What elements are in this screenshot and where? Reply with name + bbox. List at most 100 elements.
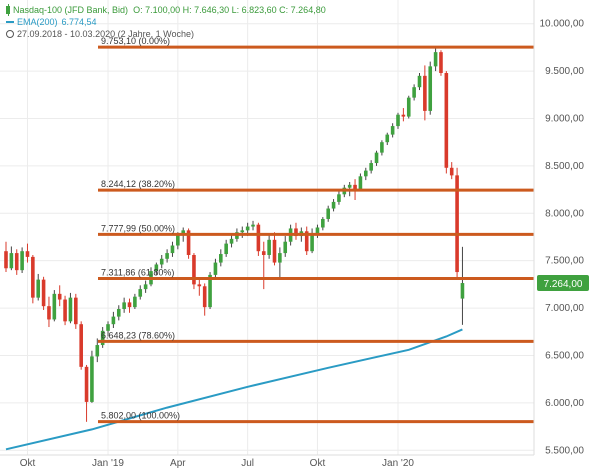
ema-line — [5, 328, 463, 451]
last-price-label: 7.264,00 — [544, 279, 583, 290]
grid — [0, 0, 534, 455]
candle-body — [374, 152, 379, 164]
candle-body — [229, 238, 234, 244]
y-tick-label: 10.000,00 — [540, 19, 585, 30]
candle-body — [278, 253, 282, 263]
last-price-tag — [537, 275, 589, 292]
candle-body — [294, 228, 298, 237]
y-tick-label: 5.500,00 — [545, 445, 584, 456]
ema-value: 6.774,54 — [61, 17, 97, 27]
candle-body — [47, 306, 51, 320]
candle-body — [315, 227, 320, 234]
candle-body — [165, 253, 169, 259]
candle-body — [406, 97, 411, 117]
candle-body — [449, 167, 454, 176]
chart-legend: Nasdaq-100 (JFD Bank, Bid) O: 7.100,00 H… — [6, 4, 326, 40]
candle-body — [133, 296, 137, 308]
candle-body — [79, 324, 83, 367]
candle-body — [261, 251, 266, 255]
candle-body — [170, 245, 175, 254]
candle-body — [186, 230, 191, 255]
x-tick-label: Okt — [20, 458, 36, 469]
fib-level-label: 6.648,23 (78.60%) — [101, 330, 175, 340]
instrument-name: Nasdaq-100 (JFD Bank, Bid) — [13, 5, 129, 15]
candle-body — [439, 52, 443, 73]
candle-body — [31, 256, 35, 298]
candle-body — [455, 175, 459, 273]
candle-body — [68, 297, 73, 322]
candle-body — [143, 284, 148, 290]
fib-level-label: 7.311,86 (61.80%) — [101, 268, 174, 278]
candle-body — [14, 253, 19, 271]
fib-level-label: 7.777,99 (50.00%) — [101, 223, 175, 233]
x-tick-label: Jan '20 — [382, 458, 414, 469]
clock-icon — [6, 30, 14, 38]
candle-body — [20, 251, 24, 271]
candle-body — [63, 299, 67, 322]
candle-body — [192, 254, 196, 285]
candle-body — [74, 297, 78, 325]
candle-body — [428, 66, 433, 111]
x-tick-label: Jul — [241, 458, 254, 469]
legend-ema-row: EMA(200) 6.774,54 — [6, 16, 326, 28]
candle-body — [363, 170, 368, 177]
candle-body — [245, 226, 250, 231]
candle-body — [41, 279, 46, 307]
candle-body — [272, 239, 277, 263]
candle-body — [106, 324, 110, 331]
candle-body — [396, 114, 400, 127]
candle-body — [353, 184, 357, 190]
x-tick-label: Okt — [310, 458, 326, 469]
candle-body — [433, 52, 438, 67]
candle-body — [423, 75, 427, 111]
candlestick-icon — [6, 4, 10, 16]
candle-body — [283, 241, 288, 254]
candle-body — [267, 239, 271, 255]
candle-body — [331, 201, 336, 209]
candle-body — [100, 330, 105, 346]
candle-body — [213, 262, 218, 275]
candle-body — [326, 208, 330, 219]
candle-body — [251, 224, 255, 227]
candle-body — [380, 142, 384, 153]
candle-body — [321, 218, 325, 228]
y-tick-label: 7.000,00 — [545, 303, 584, 314]
candle-body — [52, 293, 57, 320]
candle-body — [111, 316, 116, 325]
candle-body — [9, 253, 14, 269]
legend-instrument-row: Nasdaq-100 (JFD Bank, Bid) O: 7.100,00 H… — [6, 4, 326, 16]
candle-body — [385, 134, 390, 143]
y-tick-label: 6.000,00 — [545, 398, 584, 409]
fib-level-label: 8.244,12 (38.20%) — [101, 179, 175, 189]
candle-body — [460, 283, 465, 299]
y-tick-label: 7.500,00 — [545, 256, 584, 267]
ema-series — [5, 328, 463, 451]
period-text: 27.09.2018 - 10.03.2020 (2 Jahre, 1 Woch… — [17, 29, 194, 39]
candle-body — [337, 194, 341, 202]
candle-body — [138, 289, 143, 297]
candle-body — [202, 286, 207, 308]
candle-body — [412, 87, 416, 98]
y-tick-label: 6.500,00 — [545, 350, 584, 361]
ema-line-icon — [6, 21, 14, 23]
candle-body — [25, 251, 30, 257]
candle-body — [358, 176, 363, 190]
candle-body — [159, 258, 164, 265]
candle-body — [181, 230, 186, 236]
candle-body — [176, 235, 180, 246]
x-tick-label: Jan '19 — [92, 458, 124, 469]
candle-body — [417, 75, 422, 88]
fibonacci-levels: 9.753,10 (0.00%) 8.244,12 (38.20%) 7.777,9… — [98, 36, 534, 424]
candle-body — [57, 293, 62, 300]
candle-body — [240, 230, 245, 233]
candle-body — [401, 114, 406, 117]
candle-body — [256, 224, 261, 252]
fib-level-label: 5.802,00 (100.00%) — [101, 411, 180, 421]
y-tick-label: 9.500,00 — [545, 66, 584, 77]
candle-body — [208, 274, 212, 308]
candle-body — [95, 345, 100, 357]
y-tick-label: 8.500,00 — [545, 161, 584, 172]
candle-body — [444, 72, 449, 168]
